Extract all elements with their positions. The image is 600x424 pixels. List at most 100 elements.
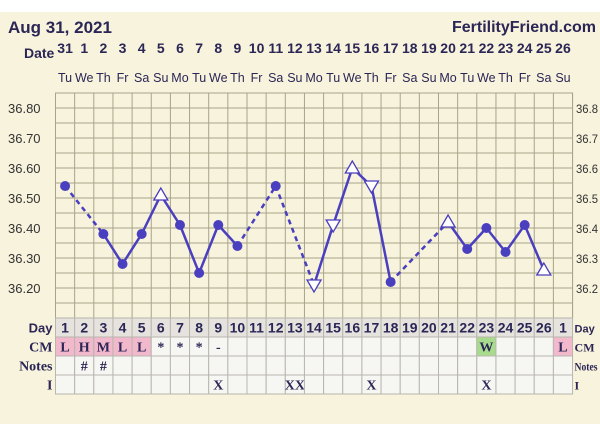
cell-intercourse bbox=[323, 374, 344, 395]
cell-intercourse bbox=[112, 374, 133, 395]
temp-segment bbox=[197, 224, 220, 274]
temp-segment bbox=[140, 194, 162, 235]
temp-point-open-up bbox=[344, 159, 361, 174]
cell-intercourse bbox=[418, 374, 440, 395]
cm-value: * bbox=[196, 341, 203, 356]
cm-value: L bbox=[118, 341, 127, 356]
dashed-segment bbox=[64, 185, 105, 235]
cell-notes bbox=[112, 355, 133, 376]
cell-intercourse bbox=[552, 374, 574, 395]
cell-notes bbox=[227, 355, 248, 376]
y-tick-label: 36.80 bbox=[8, 101, 41, 116]
temp-point-open-up bbox=[152, 186, 169, 201]
y-tick-label-right: 36.7 bbox=[576, 132, 598, 146]
weekday-label: Tu bbox=[326, 71, 340, 85]
date-label: 31 bbox=[57, 40, 73, 56]
dashed-segment bbox=[389, 221, 449, 283]
weekday-label: Fr bbox=[117, 71, 129, 85]
cell-notes bbox=[189, 355, 210, 376]
intercourse-value: X bbox=[481, 379, 491, 394]
cm-value: * bbox=[157, 341, 164, 356]
cell-intercourse bbox=[457, 374, 478, 395]
temp-segment bbox=[102, 233, 124, 265]
cell-notes bbox=[208, 355, 229, 376]
row-label-cm: CM bbox=[29, 341, 52, 356]
y-tick-label-right: 36.3 bbox=[576, 252, 598, 266]
temp-point bbox=[500, 247, 511, 257]
y-tick-label: 36.30 bbox=[8, 251, 41, 266]
day-value: 19 bbox=[402, 320, 418, 336]
temp-point bbox=[232, 241, 243, 251]
cell-notes bbox=[284, 355, 305, 376]
weekday-label: Su bbox=[421, 71, 436, 85]
y-tick-label-right: 36.2 bbox=[576, 282, 598, 296]
temp-segment bbox=[178, 224, 201, 274]
date-label: 5 bbox=[157, 40, 165, 56]
cell-intercourse bbox=[380, 374, 401, 395]
date-label: 22 bbox=[479, 40, 495, 56]
date-label: 9 bbox=[234, 40, 242, 56]
row-label-right-day: Day bbox=[575, 324, 596, 336]
date-label: 21 bbox=[459, 40, 475, 56]
temp-point bbox=[270, 181, 281, 191]
cell-notes bbox=[495, 355, 516, 376]
weekday-label: Su bbox=[153, 71, 168, 85]
cm-value: M bbox=[97, 341, 110, 356]
temp-point bbox=[385, 277, 396, 287]
temp-point-open-up bbox=[535, 261, 552, 276]
fertility-chart: Aug 31, 2021 FertilityFriend.com 36.80 36… bbox=[0, 12, 600, 424]
y-tick-label: 36.60 bbox=[8, 161, 41, 176]
cell-cm bbox=[533, 336, 554, 357]
cell-cm bbox=[227, 336, 248, 357]
weekday-label: Su bbox=[287, 71, 302, 85]
y-tick-label-right: 36.8 bbox=[576, 102, 598, 116]
cm-value: * bbox=[176, 341, 183, 356]
cell-notes bbox=[169, 355, 191, 376]
weekday-label: Tu bbox=[460, 71, 474, 85]
day-value: 16 bbox=[345, 320, 361, 336]
cell-cm bbox=[514, 336, 535, 357]
dashed-segment bbox=[236, 185, 277, 247]
date-label: 2 bbox=[99, 40, 107, 56]
weekday-label: We bbox=[343, 71, 362, 85]
cell-intercourse bbox=[514, 374, 535, 395]
cell-notes bbox=[342, 355, 363, 376]
day-value: 9 bbox=[214, 320, 222, 336]
date-label: 16 bbox=[364, 40, 380, 56]
date-label: 3 bbox=[119, 40, 127, 56]
day-value: 1 bbox=[61, 320, 69, 336]
day-value: 8 bbox=[195, 320, 203, 336]
cell-intercourse bbox=[169, 374, 191, 395]
notes-value: # bbox=[100, 360, 107, 375]
cm-value: L bbox=[137, 341, 146, 356]
weekday-label: Mo bbox=[439, 71, 456, 85]
date-label: 20 bbox=[440, 40, 456, 56]
cell-notes bbox=[399, 355, 420, 376]
day-value: 18 bbox=[383, 320, 399, 336]
date-label: 23 bbox=[498, 40, 514, 56]
cell-intercourse bbox=[265, 374, 286, 395]
cell-notes bbox=[514, 355, 535, 376]
y-tick-label-right: 36.5 bbox=[576, 192, 598, 206]
cell-intercourse bbox=[189, 374, 210, 395]
date-label: 1 bbox=[80, 40, 88, 56]
date-label: 8 bbox=[214, 40, 222, 56]
temp-segment bbox=[370, 185, 392, 283]
day-value: 15 bbox=[325, 320, 341, 336]
temp-segment bbox=[312, 224, 335, 286]
temp-segment bbox=[331, 167, 354, 226]
weekday-label: Th bbox=[498, 71, 513, 85]
cell-cm bbox=[342, 336, 363, 357]
notes-value: # bbox=[81, 360, 88, 375]
temp-segment bbox=[121, 233, 143, 265]
day-value: 24 bbox=[498, 320, 514, 336]
cell-intercourse bbox=[438, 374, 459, 395]
chart-date: Aug 31, 2021 bbox=[8, 18, 112, 37]
weekday-label: Sa bbox=[536, 71, 551, 85]
weekday-label: Su bbox=[555, 71, 570, 85]
temp-point bbox=[117, 259, 128, 269]
weekday-label: Sa bbox=[402, 71, 417, 85]
y-tick-label: 36.50 bbox=[8, 191, 41, 206]
date-label: 15 bbox=[345, 40, 361, 56]
weekday-label: Mo bbox=[171, 71, 188, 85]
